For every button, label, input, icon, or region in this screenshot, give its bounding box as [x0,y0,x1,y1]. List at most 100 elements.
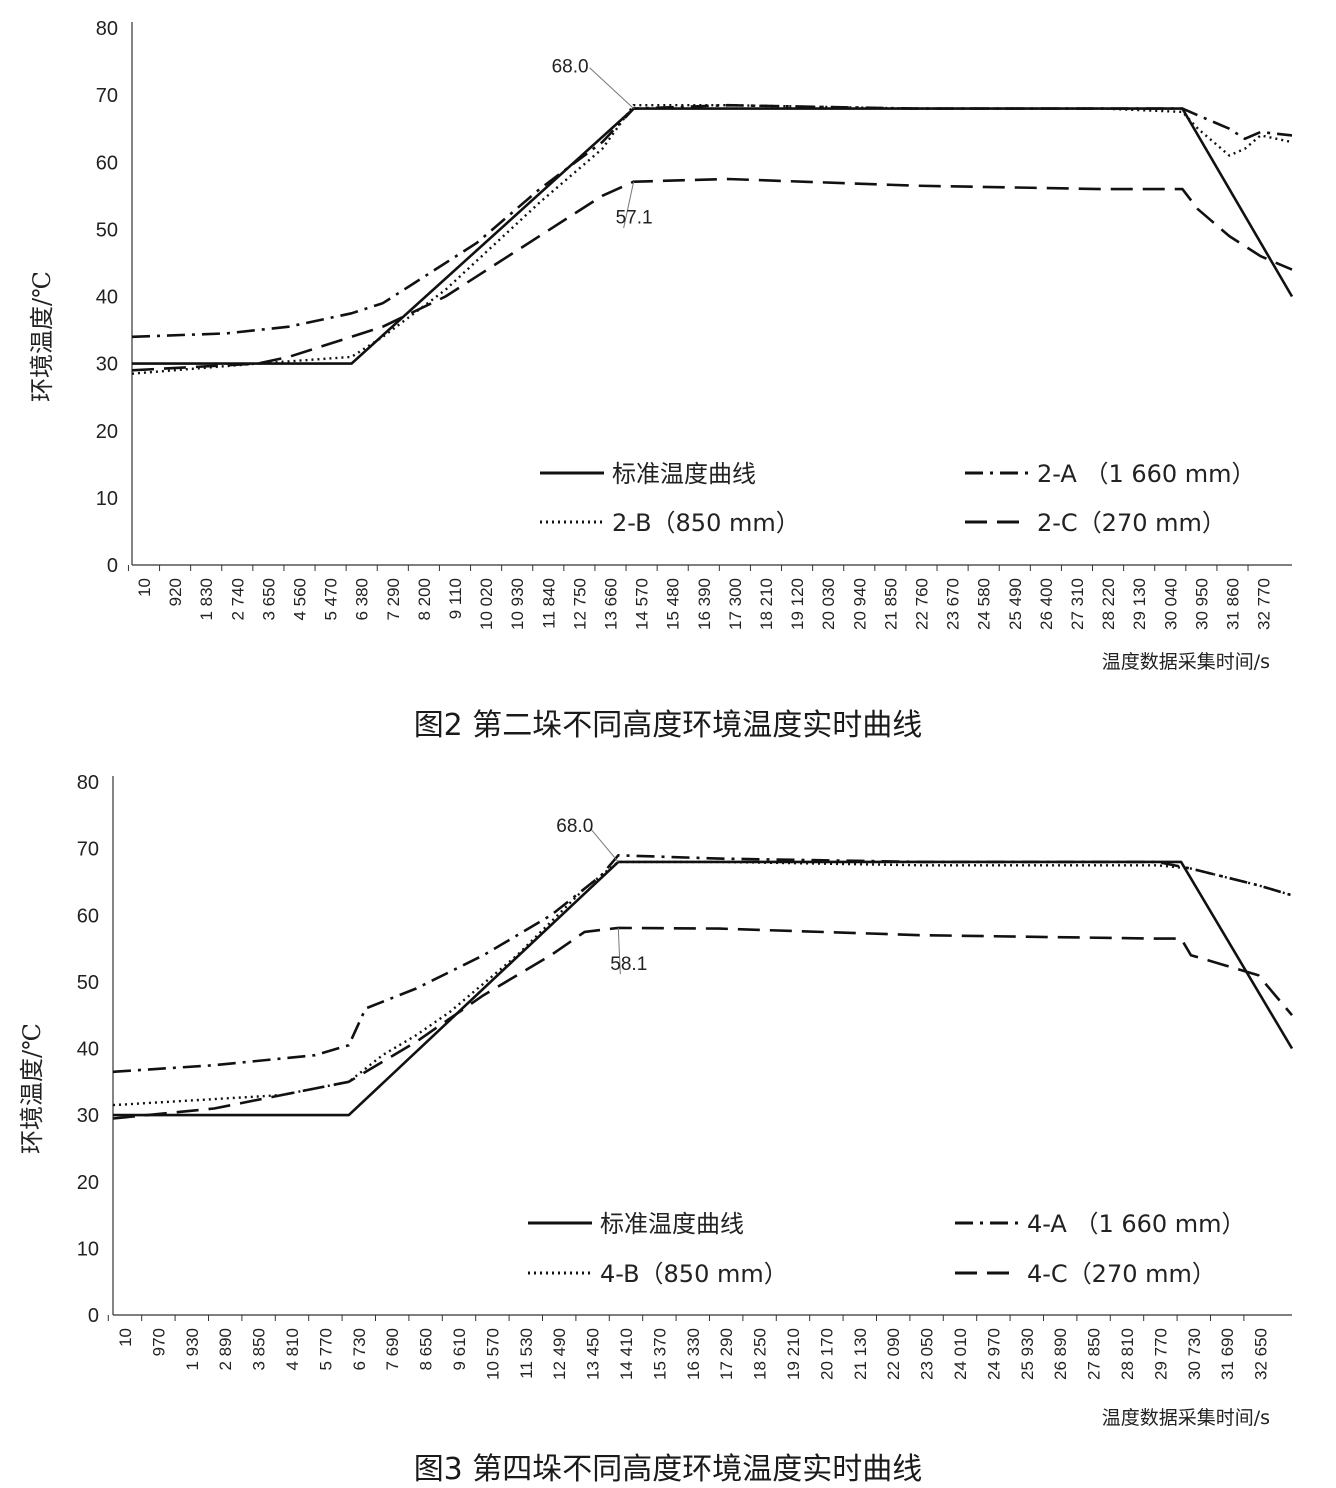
x-axis-label: 温度数据采集时间/s [1102,1407,1270,1429]
figure-3: 0 10 20 30 40 50 60 70 80 环境温度/℃ 10 970 1 930 2 890 3 … [0,752,1336,1488]
annotation-leader [589,828,619,863]
x-tick-label: 14 410 [617,1328,636,1380]
x-tick-label: 7 690 [383,1328,402,1371]
x-tick-label: 1 930 [183,1328,202,1371]
x-tick-label: 8 650 [417,1328,436,1371]
x-tick-label: 17 300 [726,578,745,630]
x-tick-label: 23 050 [918,1328,937,1380]
y-tick-label: 30 [77,1105,99,1127]
x-tick-label: 24 010 [951,1328,970,1380]
y-tick-label: 20 [96,421,118,443]
x-tick-label: 27 310 [1068,578,1087,630]
x-tick-label: 3 850 [250,1328,269,1371]
y-tick-label: 80 [77,772,99,794]
x-tick-label: 32 770 [1255,578,1274,630]
series-line-1 [113,860,1294,1117]
x-tick-label: 18 250 [751,1328,770,1380]
x-tick-label: 4 560 [290,578,309,621]
x-tick-label: 18 210 [757,578,776,630]
y-axis-label: 环境温度/℃ [18,1023,46,1154]
x-tick-label: 28 220 [1099,578,1118,630]
y-tick-label: 50 [77,972,99,994]
x-tick-label: 3 650 [259,578,278,621]
chart-2-svg: 0 10 20 30 40 50 60 70 80 环境温度/℃ 10 920 1 830 2 740 3 … [28,18,1294,673]
x-tick-label: 30 040 [1161,578,1180,630]
y-tick-label: 30 [96,354,118,376]
y-tick-label: 10 [77,1238,99,1260]
y-tick-label: 0 [107,555,118,577]
y-tick-label: 10 [96,488,118,510]
x-tick-label: 7 290 [384,578,403,621]
y-tick-label: 50 [96,219,118,241]
x-tick-label: 9 110 [446,578,465,619]
legend-entry-1: 标准温度曲线 [612,460,756,488]
x-tick-label: 10 020 [477,578,496,630]
annotation-label: 58.1 [610,954,647,975]
legend-entry-4: 2-C（270 mm） [1037,509,1226,537]
figure-caption: 图3 第四垛不同高度环境温度实时曲线 [413,1452,923,1487]
x-tick-label: 25 490 [1006,578,1025,630]
x-tick-label: 5 470 [322,578,341,621]
figure-2: 0 10 20 30 40 50 60 70 80 环境温度/℃ 10 920 1 830 2 740 3 … [28,18,1294,743]
x-tick-label: 15 370 [650,1328,669,1380]
x-tick-label: 20 940 [850,578,869,630]
x-tick-label: 16 330 [684,1328,703,1380]
x-tick-label: 24 580 [975,578,994,630]
x-tick-label: 32 650 [1252,1328,1271,1380]
series-line-2 [112,854,1293,1074]
x-tick-label: 15 480 [664,578,683,630]
x-tick-label: 9 610 [450,1328,469,1371]
x-tick-label: 27 850 [1085,1328,1104,1380]
y-tick-label: 60 [77,905,99,927]
x-tick-label: 13 660 [601,578,620,630]
x-tick-label: 11 530 [517,1328,536,1379]
annotation-label: 68.0 [556,816,593,837]
x-tick-label: 20 030 [819,578,838,630]
y-tick-label: 70 [96,85,118,107]
x-tick-label: 30 950 [1192,578,1211,630]
x-tick-label: 26 890 [1051,1328,1070,1380]
x-tick-label: 11 840 [539,578,558,629]
annotation-leader [589,67,634,109]
x-tick-label: 23 670 [944,578,963,630]
y-tick-label: 0 [88,1305,99,1327]
x-tick-label: 10 [116,1328,135,1347]
y-tick-label: 80 [96,18,118,40]
y-tick-label: 40 [77,1039,99,1061]
x-tick-label: 14 570 [633,578,652,630]
series-line-3 [112,860,1293,1107]
x-tick-label: 21 130 [851,1328,870,1380]
x-tick-label: 8 200 [415,578,434,621]
x-tick-label: 30 730 [1185,1328,1204,1380]
x-tick-label: 19 210 [784,1328,803,1380]
legend-entry-4: 4-C（270 mm） [1027,1260,1216,1288]
x-tick-label: 1 830 [197,578,216,621]
y-axis-label: 环境温度/℃ [28,271,56,402]
x-tick-label: 25 930 [1018,1328,1037,1380]
annotation-leader [617,927,621,975]
series-line-2 [131,103,1293,339]
x-tick-label: 17 290 [717,1328,736,1380]
x-tick-label: 6 380 [353,578,372,621]
x-tick-label: 16 390 [695,578,714,630]
x-tick-label: 29 130 [1130,578,1149,630]
y-tick-label: 70 [77,839,99,861]
legend-entry-3: 4-B（850 mm） [600,1260,788,1288]
x-tick-label: 2 740 [228,578,247,621]
legend-entry-3: 2-B（850 mm） [612,509,800,537]
x-tick-label: 5 770 [316,1328,335,1371]
y-tick-label: 20 [77,1172,99,1194]
x-tick-label: 6 730 [350,1328,369,1371]
x-tick-label: 22 090 [884,1328,903,1380]
chart-3-svg: 0 10 20 30 40 50 60 70 80 环境温度/℃ 10 970 1 930 2 890 3 … [18,772,1294,1429]
series-line-3 [131,103,1293,375]
x-tick-label: 12 490 [550,1328,569,1380]
x-tick-label: 28 810 [1118,1328,1137,1380]
annotation-label: 68.0 [552,57,589,78]
x-tick-label: 10 570 [483,1328,502,1380]
series-line-4 [131,177,1293,372]
legend-entry-2: 4-A （1 660 mm） [1027,1210,1246,1238]
annotation-label: 57.1 [616,208,653,229]
x-tick-label: 21 850 [881,578,900,630]
x-tick-label: 29 770 [1151,1328,1170,1380]
